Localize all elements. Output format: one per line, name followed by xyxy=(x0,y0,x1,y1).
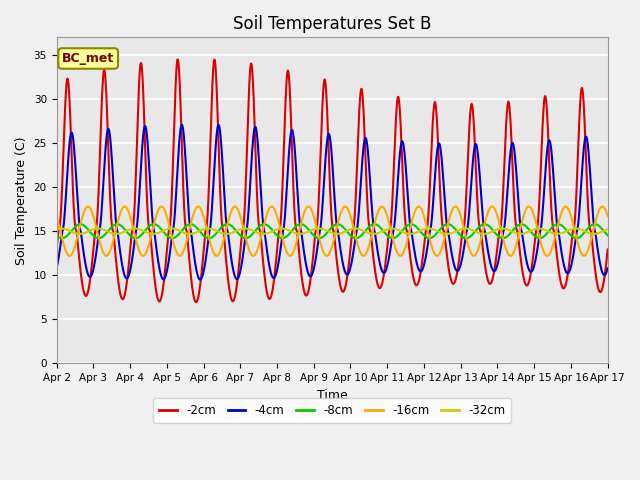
-4cm xyxy=(308,271,316,276)
-4cm xyxy=(178,122,186,128)
-16cm xyxy=(118,207,125,213)
-16cm xyxy=(287,253,294,259)
-32cm xyxy=(367,231,375,237)
Line: -8cm: -8cm xyxy=(56,224,608,238)
Title: Soil Temperatures Set B: Soil Temperatures Set B xyxy=(233,15,431,33)
Y-axis label: Soil Temperature (C): Soil Temperature (C) xyxy=(15,136,28,264)
-4cm xyxy=(367,191,375,196)
-32cm xyxy=(118,230,125,236)
-8cm xyxy=(118,223,125,229)
-4cm xyxy=(299,239,307,244)
-2cm xyxy=(118,295,125,301)
-4cm xyxy=(287,129,295,135)
Line: -32cm: -32cm xyxy=(56,228,608,234)
-8cm xyxy=(52,232,60,238)
-8cm xyxy=(604,232,612,238)
Text: BC_met: BC_met xyxy=(62,52,115,65)
-4cm xyxy=(118,259,125,264)
-32cm xyxy=(308,227,316,233)
-2cm xyxy=(174,57,182,62)
-8cm xyxy=(298,221,306,227)
-32cm xyxy=(298,231,306,237)
-16cm xyxy=(323,253,331,259)
-16cm xyxy=(305,204,312,209)
-4cm xyxy=(95,228,103,234)
Legend: -2cm, -4cm, -8cm, -16cm, -32cm: -2cm, -4cm, -8cm, -16cm, -32cm xyxy=(153,398,511,423)
-16cm xyxy=(367,236,375,241)
-2cm xyxy=(308,260,316,266)
Line: -4cm: -4cm xyxy=(56,125,608,280)
-2cm xyxy=(193,299,200,305)
-16cm xyxy=(298,218,306,224)
-8cm xyxy=(287,230,294,236)
-16cm xyxy=(604,213,612,219)
-8cm xyxy=(366,223,374,228)
-4cm xyxy=(196,277,204,283)
-32cm xyxy=(333,231,340,237)
-16cm xyxy=(308,208,316,214)
-2cm xyxy=(52,247,60,252)
-2cm xyxy=(287,120,295,126)
-8cm xyxy=(95,235,103,241)
-8cm xyxy=(499,235,507,241)
-4cm xyxy=(604,265,612,271)
-8cm xyxy=(481,221,488,227)
-32cm xyxy=(52,227,60,232)
Line: -16cm: -16cm xyxy=(56,206,608,256)
-16cm xyxy=(52,213,60,219)
Line: -2cm: -2cm xyxy=(56,60,608,302)
-2cm xyxy=(604,247,612,252)
-32cm xyxy=(95,226,103,231)
-32cm xyxy=(351,226,359,231)
X-axis label: Time: Time xyxy=(317,389,348,402)
-16cm xyxy=(95,237,103,242)
-32cm xyxy=(287,228,294,234)
-32cm xyxy=(604,227,612,232)
-2cm xyxy=(367,231,375,237)
-2cm xyxy=(299,280,307,286)
-2cm xyxy=(95,173,103,179)
-4cm xyxy=(52,265,60,271)
-8cm xyxy=(308,230,316,236)
